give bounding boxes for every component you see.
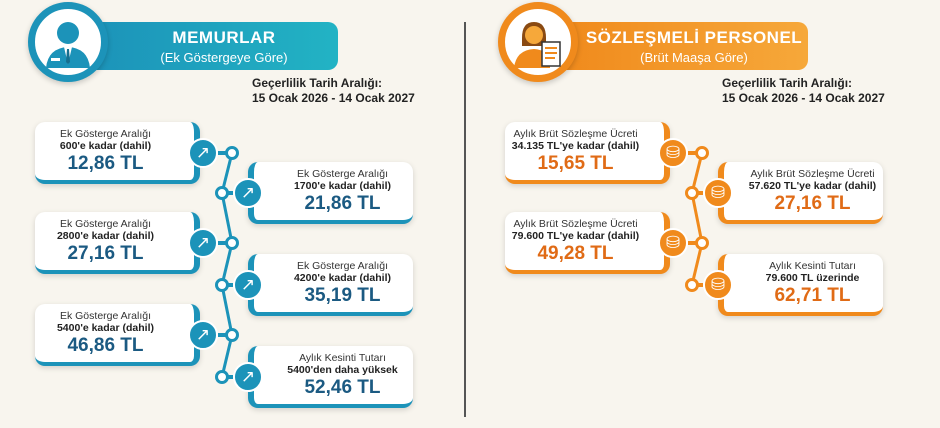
date-label: Geçerlilik Tarih Aralığı: (252, 76, 383, 90)
card-label: Ek Gösterge Aralığı (59, 218, 152, 230)
timeline-node (685, 186, 699, 200)
coins-icon: ⛁ (658, 228, 688, 258)
arrow-up-right-icon: ↗ (188, 320, 218, 350)
card-value: 27,16 TL (774, 193, 851, 214)
section-title: SÖZLEŞMELİ PERSONEL (585, 28, 803, 47)
coins-icon: ⛁ (703, 178, 733, 208)
timeline-node (695, 146, 709, 160)
card-range: 79.600 TL üzerinde (765, 272, 860, 284)
card-range: 57.620 TL'ye kadar (dahil) (748, 180, 877, 192)
section-title: MEMURLAR (172, 28, 276, 47)
section-subtitle: (Brüt Maaşa Göre) (640, 50, 748, 65)
card-label: Aylık Kesinti Tutarı (299, 352, 386, 364)
sozlesmeli-banner: SÖZLEŞMELİ PERSONEL (Brüt Maaşa Göre) (560, 22, 808, 70)
section-divider (464, 22, 466, 417)
card-value: 12,86 TL (67, 153, 144, 174)
memurlar-banner: MEMURLAR (Ek Göstergeye Göre) (90, 22, 338, 70)
card-range: 5400'den daha yüksek (287, 364, 398, 376)
rate-card: Ek Gösterge Aralığı 600'e kadar (dahil) 12… (35, 122, 200, 184)
card-label: Ek Gösterge Aralığı (59, 310, 152, 322)
rate-card: Aylık Brüt Sözleşme Ücreti 34.135 TL'ye k… (505, 122, 670, 184)
timeline-node (215, 370, 229, 384)
card-label: Ek Gösterge Aralığı (296, 168, 389, 180)
rate-card: Aylık Kesinti Tutarı 5400'den daha yüksek… (248, 346, 413, 408)
date-range: 15 Ocak 2026 - 14 Ocak 2027 (722, 91, 885, 105)
contract-employee-icon (498, 2, 578, 82)
date-label: Geçerlilik Tarih Aralığı: (722, 76, 853, 90)
card-value: 46,86 TL (67, 335, 144, 356)
card-label: Aylık Brüt Sözleşme Ücreti (513, 128, 638, 140)
rate-card: Aylık Kesinti Tutarı 79.600 TL üzerinde 62… (718, 254, 883, 316)
card-range: 1700'e kadar (dahil) (293, 180, 392, 192)
arrow-up-right-icon: ↗ (188, 138, 218, 168)
card-value: 52,46 TL (304, 377, 381, 398)
timeline-path (690, 152, 704, 286)
coins-icon: ⛁ (703, 270, 733, 300)
validity-dates: Geçerlilik Tarih Aralığı: 15 Ocak 2026 -… (722, 76, 885, 106)
card-value: 62,71 TL (774, 285, 851, 306)
arrow-up-right-icon: ↗ (233, 270, 263, 300)
card-label: Aylık Brüt Sözleşme Ücreti (750, 168, 875, 180)
card-value: 35,19 TL (304, 285, 381, 306)
card-range: 79.600 TL'ye kadar (dahil) (511, 230, 640, 242)
section-subtitle: (Ek Göstergeye Göre) (160, 50, 288, 65)
card-label: Aylık Kesinti Tutarı (769, 260, 856, 272)
rate-card: Ek Gösterge Aralığı 4200'e kadar (dahil) 3… (248, 254, 413, 316)
card-value: 27,16 TL (67, 243, 144, 264)
timeline-node (215, 278, 229, 292)
memurlar-section: MEMURLAR (Ek Göstergeye Göre) Geçerlilik… (28, 2, 415, 408)
rate-card: Ek Gösterge Aralığı 1700'e kadar (dahil) 2… (248, 162, 413, 224)
card-range: 34.135 TL'ye kadar (dahil) (511, 140, 640, 152)
card-range: 5400'e kadar (dahil) (56, 322, 155, 334)
sozlesmeli-section: SÖZLEŞMELİ PERSONEL (Brüt Maaşa Göre) Ge… (470, 0, 940, 428)
card-value: 15,65 TL (537, 153, 614, 174)
timeline-node (225, 236, 239, 250)
card-range: 2800'e kadar (dahil) (56, 230, 155, 242)
date-range: 15 Ocak 2026 - 14 Ocak 2027 (252, 91, 415, 105)
validity-dates: Geçerlilik Tarih Aralığı: 15 Ocak 2026 -… (252, 76, 415, 106)
timeline-node (215, 186, 229, 200)
rate-card: Aylık Brüt Sözleşme Ücreti 79.600 TL'ye k… (505, 212, 670, 274)
card-label: Ek Gösterge Aralığı (296, 260, 389, 272)
rate-card: Ek Gösterge Aralığı 5400'e kadar (dahil) 4… (35, 304, 200, 366)
card-range: 4200'e kadar (dahil) (293, 272, 392, 284)
card-label: Aylık Brüt Sözleşme Ücreti (513, 218, 638, 230)
arrow-up-right-icon: ↗ (233, 362, 263, 392)
officer-icon (28, 2, 108, 82)
arrow-up-right-icon: ↗ (188, 228, 218, 258)
card-value: 49,28 TL (537, 243, 614, 264)
card-label: Ek Gösterge Aralığı (59, 128, 152, 140)
arrow-up-right-icon: ↗ (233, 178, 263, 208)
timeline-node (225, 328, 239, 342)
card-range: 600'e kadar (dahil) (59, 140, 152, 152)
coins-icon: ⛁ (658, 138, 688, 168)
rate-card: Aylık Brüt Sözleşme Ücreti 57.620 TL'ye k… (718, 162, 883, 224)
card-value: 21,86 TL (304, 193, 381, 214)
timeline-node (695, 236, 709, 250)
timeline-node (225, 146, 239, 160)
timeline-node (685, 278, 699, 292)
